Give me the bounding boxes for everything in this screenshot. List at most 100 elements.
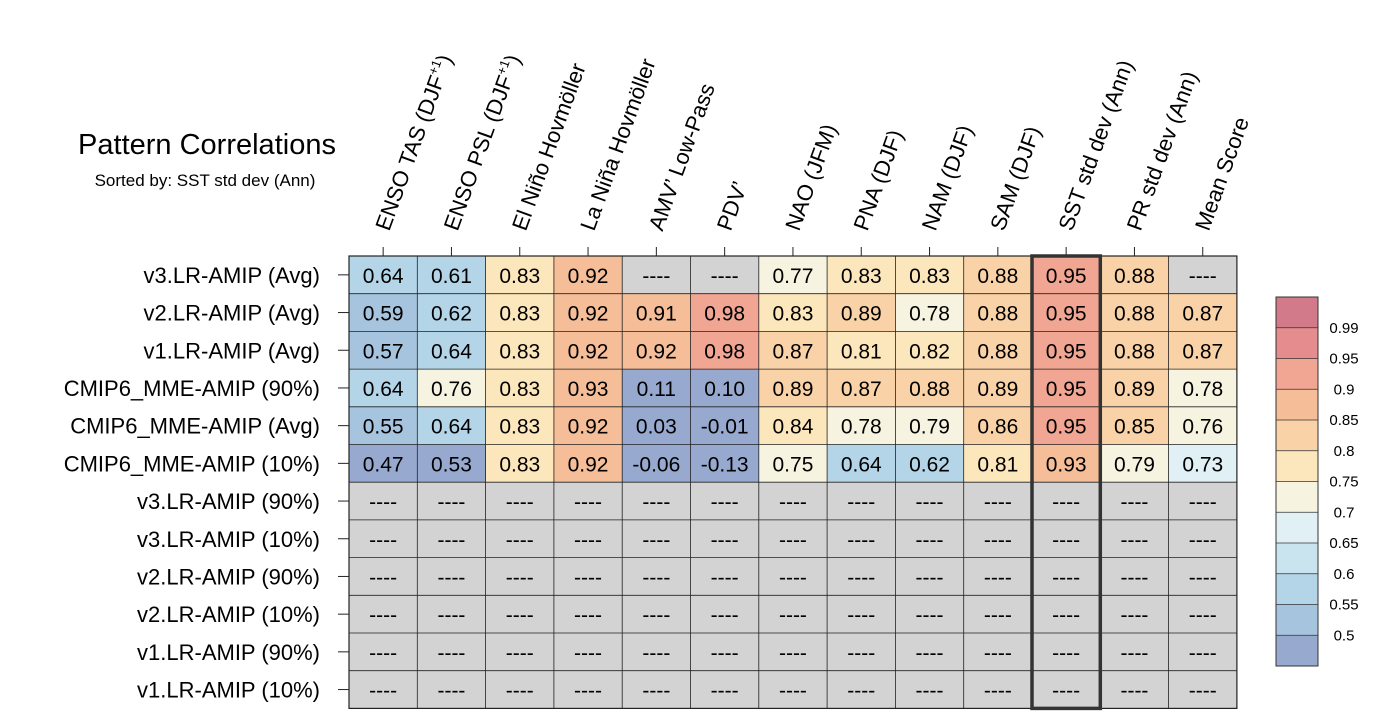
heatmap-cell	[485, 595, 554, 633]
cell-value-label: 0.95	[1046, 416, 1087, 439]
cell-value-label: ----	[847, 491, 875, 514]
heatmap-cell	[1168, 670, 1237, 709]
cell-value-label: ----	[779, 680, 807, 703]
colorbar-swatch	[1276, 297, 1318, 328]
cell-value-label: 0.89	[773, 378, 814, 401]
heatmap-cell	[758, 256, 828, 294]
heatmap-cell	[963, 256, 1032, 294]
cell-value-label: 0.81	[977, 453, 1018, 476]
heatmap-cell	[349, 557, 418, 596]
colorbar-swatch	[1276, 481, 1318, 513]
heatmap-cell	[1100, 331, 1169, 370]
heatmap-cell	[827, 256, 896, 294]
heatmap-cell	[1032, 557, 1101, 596]
cell-value-label: 0.78	[841, 416, 882, 439]
heatmap-cell	[827, 369, 896, 407]
heatmap-cell	[827, 557, 896, 596]
column-label: La Niña Hovmöller	[575, 55, 660, 234]
cell-value-label: 0.61	[431, 265, 472, 288]
heatmap-cell	[758, 595, 828, 633]
cell-value-label: 0.53	[431, 453, 472, 476]
cell-value-label: ----	[847, 642, 875, 665]
heatmap-cell	[1032, 406, 1101, 445]
cell-value-label: 0.88	[977, 265, 1018, 288]
heatmap-cell	[963, 444, 1032, 483]
cell-value-label: ----	[574, 680, 602, 703]
cell-value-label: ----	[711, 680, 739, 703]
cell-value-label: ----	[642, 680, 670, 703]
heatmap-cell	[485, 444, 554, 483]
cell-value-label: ----	[642, 604, 670, 627]
heatmap-cell	[485, 482, 554, 520]
cell-value-label: 0.84	[773, 416, 814, 439]
heatmap-cell	[690, 293, 759, 332]
column-label: El Niño Hovmöller	[507, 60, 591, 234]
heatmap-cell	[1168, 331, 1237, 370]
heatmap-cell	[895, 595, 964, 633]
heatmap-cell	[1168, 482, 1237, 520]
heatmap-cell	[417, 557, 486, 596]
cell-value-label: 0.95	[1046, 378, 1087, 401]
cell-value-label: ----	[916, 680, 944, 703]
column-label: SAM (DJF)	[985, 123, 1046, 234]
column-label: Mean Score	[1190, 114, 1254, 234]
colorbar-tick-label: 0.6	[1334, 566, 1355, 583]
heatmap-cell	[485, 670, 554, 709]
cell-value-label: 0.89	[1114, 378, 1155, 401]
cell-value-label: 0.87	[1182, 340, 1223, 363]
heatmap-cell	[485, 633, 554, 671]
heatmap-cell	[758, 519, 828, 558]
cell-value-label: 0.92	[568, 265, 609, 288]
heatmap-cell	[827, 444, 896, 483]
column-label: AMV’ Low-Pass	[644, 80, 720, 234]
heatmap-cell	[690, 557, 759, 596]
cell-value-label: ----	[1189, 265, 1217, 288]
chart-title: Pattern Correlations	[78, 129, 336, 161]
cell-value-label: ----	[506, 566, 534, 589]
cell-value-label: 0.64	[431, 416, 472, 439]
colorbar-tick-label: 0.8	[1334, 443, 1355, 460]
heatmap-cell	[827, 293, 896, 332]
heatmap-cell	[827, 595, 896, 633]
heatmap-cell	[1100, 369, 1169, 407]
cell-value-label: ----	[1052, 566, 1080, 589]
heatmap-cell	[690, 519, 759, 558]
heatmap-cell	[1100, 633, 1169, 671]
colorbar-tick-label: 0.95	[1329, 351, 1358, 368]
heatmap-cell	[1032, 369, 1101, 407]
cell-value-label: 0.10	[704, 378, 745, 401]
cell-value-label: 0.03	[636, 416, 677, 439]
heatmap-cell	[485, 293, 554, 332]
heatmap-cell	[963, 293, 1032, 332]
heatmap-cell	[349, 293, 418, 332]
cell-value-label: -0.06	[632, 453, 680, 476]
cell-value-label: 0.98	[704, 303, 745, 326]
heatmap-cell	[1100, 444, 1169, 483]
cell-value-label: ----	[574, 566, 602, 589]
cell-value-label: ----	[437, 491, 465, 514]
cell-value-label: ----	[916, 604, 944, 627]
cell-value-label: ----	[369, 529, 397, 552]
cell-value-label: 0.85	[1114, 416, 1155, 439]
heatmap-cell	[417, 444, 486, 483]
cell-value-label: 0.92	[568, 416, 609, 439]
heatmap-cell	[622, 256, 691, 294]
column-label: PDV’	[712, 178, 753, 234]
heatmap-cell	[690, 256, 759, 294]
row-label: v1.LR-AMIP (90%)	[137, 640, 320, 665]
cell-value-label: ----	[506, 680, 534, 703]
heatmap-cell	[553, 369, 623, 407]
heatmap-cell	[417, 633, 486, 671]
heatmap-cell	[622, 293, 691, 332]
cell-value-label: 0.83	[499, 378, 540, 401]
cell-value-label: ----	[1052, 491, 1080, 514]
cell-value-label: ----	[779, 604, 807, 627]
cell-value-label: ----	[642, 491, 670, 514]
row-labels: v3.LR-AMIP (Avg) v2.LR-AMIP (Avg) v1.LR-AM…	[64, 263, 320, 703]
heatmap-cell	[553, 519, 623, 558]
cell-value-label: 0.59	[363, 303, 404, 326]
column-label: PR std dev (Ann)	[1122, 68, 1203, 234]
heatmap-cell	[1100, 256, 1169, 294]
heatmap-cell	[1100, 406, 1169, 445]
heatmap-cell	[622, 482, 691, 520]
